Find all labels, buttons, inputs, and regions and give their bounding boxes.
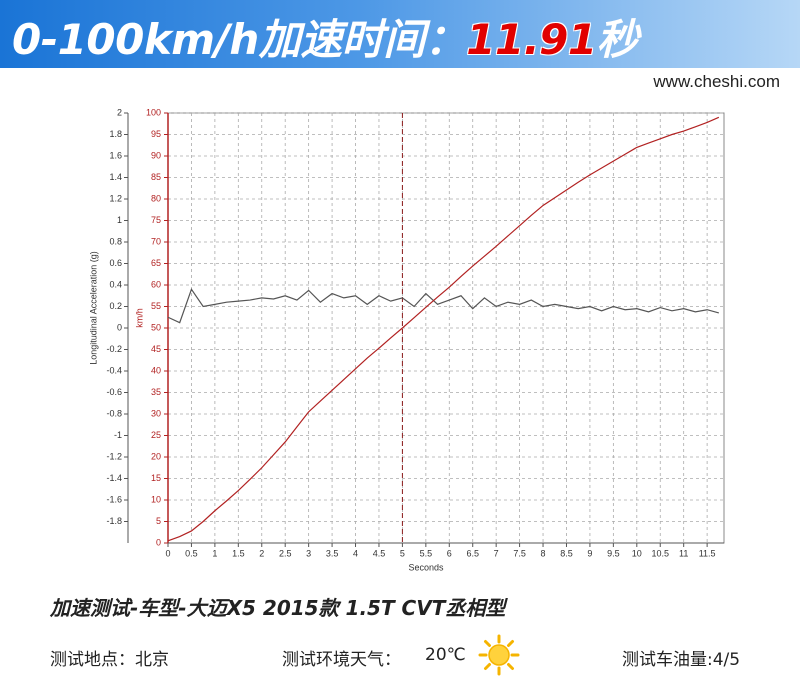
time-unit: 秒 (596, 15, 639, 64)
y2-tick-label: 5 (156, 516, 161, 526)
y-tick-label: -0.8 (106, 408, 122, 418)
y-tick-label: 0.6 (109, 258, 122, 268)
y-tick-label: -1.4 (106, 473, 122, 483)
y2-tick-label: 55 (151, 301, 161, 311)
title-text: 0-100km/h加速时间： (12, 15, 467, 64)
y2-tick-label: 45 (151, 344, 161, 354)
x-tick-label: 3 (306, 548, 311, 558)
y-tick-label: 1 (117, 215, 122, 225)
y2-tick-label: 65 (151, 258, 161, 268)
site-url: www.cheshi.com (653, 72, 780, 91)
y-tick-label: -0.6 (106, 387, 122, 397)
x-tick-label: 5 (400, 548, 405, 558)
y-tick-label: 0.8 (109, 236, 122, 246)
y2-tick-label: 20 (151, 451, 161, 461)
y2-tick-label: 10 (151, 494, 161, 504)
y2-tick-label: 30 (151, 408, 161, 418)
banner: 0-100km/h加速时间：11.91秒 (0, 0, 800, 68)
x-tick-label: 6.5 (466, 548, 479, 558)
y-tick-label: 1.6 (109, 150, 122, 160)
y-tick-label: -1 (114, 430, 122, 440)
y2-tick-label: 95 (151, 129, 161, 139)
x-tick-label: 6 (447, 548, 452, 558)
y-tick-label: -1.2 (106, 451, 122, 461)
x-tick-label: 11 (679, 548, 688, 558)
x-tick-label: 10.5 (651, 548, 669, 558)
y-tick-label: 1.8 (109, 129, 122, 139)
y2-tick-label: 80 (151, 193, 161, 203)
fuel: 测试车油量:4/5 (622, 650, 741, 670)
y2-tick-label: 70 (151, 236, 161, 246)
temperature: 20℃ (425, 645, 466, 665)
x-tick-label: 4 (353, 548, 358, 558)
y2-tick-label: 40 (151, 365, 161, 375)
x-tick-label: 2 (259, 548, 264, 558)
x-tick-label: 8 (541, 548, 546, 558)
y2-tick-label: 100 (146, 107, 161, 117)
x-tick-label: 3.5 (326, 548, 339, 558)
x-tick-label: 9.5 (607, 548, 620, 558)
y-tick-label: 0.2 (109, 301, 122, 311)
data-line (167, 116, 720, 542)
y2-tick-label: 85 (151, 172, 161, 182)
y-tick-label: -1.6 (106, 494, 122, 504)
y2-tick-label: 15 (151, 473, 161, 483)
y-tick-label: -0.4 (106, 365, 122, 375)
y2-tick-label: 50 (151, 322, 161, 332)
location: 测试地点：北京 (50, 650, 169, 670)
x-tick-label: 1 (212, 548, 217, 558)
x-tick-label: 8.5 (560, 548, 573, 558)
y-tick-label: -1.8 (106, 516, 122, 526)
y2-tick-label: 35 (151, 387, 161, 397)
y2-axis-label: km/h (134, 308, 144, 328)
data-line (167, 287, 720, 324)
y-tick-label: 1.4 (109, 172, 122, 182)
y2-tick-label: 0 (156, 537, 161, 547)
x-tick-label: 7.5 (513, 548, 526, 558)
x-axis-label: Seconds (408, 562, 444, 572)
y2-tick-label: 25 (151, 430, 161, 440)
x-tick-label: 4.5 (373, 548, 386, 558)
y2-tick-label: 75 (151, 215, 161, 225)
x-tick-label: 10 (632, 548, 642, 558)
x-tick-label: 5.5 (420, 548, 433, 558)
y-axis-label: Longitudinal Acceleration (g) (88, 251, 98, 365)
y-tick-label: -0.2 (106, 344, 122, 354)
y-tick-label: 0.4 (109, 279, 122, 289)
chart: 0 0.5 1 1.5 2 2.5 3 3.5 4 4.5 5 5.5 6 6.5 7 7.5 8 8.5 9 9.5… (88, 107, 725, 572)
x-tick-label: 7 (494, 548, 499, 558)
x-tick-label: 9 (587, 548, 592, 558)
time-value: 11.91 (466, 15, 597, 64)
y2-tick-label: 60 (151, 279, 161, 289)
weather-label: 测试环境天气： (282, 650, 401, 670)
y-tick-label: 0 (117, 322, 122, 332)
x-tick-label: 11.5 (699, 548, 716, 558)
y-tick-label: 2 (117, 107, 122, 117)
banner-title: 0-100km/h加速时间：11.91秒 (12, 6, 639, 67)
x-tick-label: 1.5 (232, 548, 245, 558)
x-tick-label: 0.5 (185, 548, 198, 558)
x-tick-label: 2.5 (279, 548, 292, 558)
x-tick-label: 0 (165, 548, 170, 558)
y2-tick-label: 90 (151, 150, 161, 160)
sun-icon (478, 634, 520, 676)
y-tick-label: 1.2 (109, 193, 122, 203)
test-title: 加速测试-车型-大迈X5 2015款 1.5T CVT丞相型 (50, 596, 506, 620)
